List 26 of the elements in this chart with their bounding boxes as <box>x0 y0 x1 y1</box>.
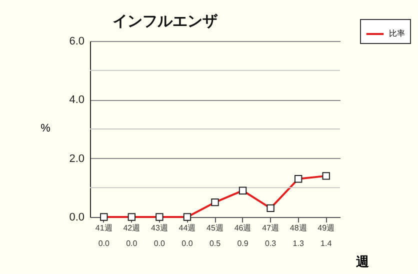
x-tick-label: 42週 <box>123 224 140 232</box>
data-label: 1.4 <box>320 239 332 248</box>
chart-title: インフルエンザ <box>112 13 218 30</box>
x-tick-label: 43週 <box>150 224 168 232</box>
x-tick-label: 46週 <box>234 224 252 232</box>
x-tick-label: 45週 <box>206 224 224 232</box>
data-label: 0.9 <box>237 239 249 248</box>
data-label: 0.0 <box>126 239 138 248</box>
x-tick-label: 41週 <box>95 224 112 232</box>
data-label: 0.3 <box>264 239 277 248</box>
x-tick-label: 49週 <box>318 224 335 232</box>
legend-label: 比率 <box>389 29 405 38</box>
x-tick-label: 47週 <box>262 224 280 232</box>
x-tick-label: 44週 <box>178 224 196 232</box>
y-tick-label: 4.0 <box>69 94 84 106</box>
y-tick-label: 2.0 <box>69 152 84 165</box>
y-tick-label: 0.0 <box>69 212 84 224</box>
x-axis-title: 週 <box>355 254 370 269</box>
data-label: 0.0 <box>154 239 166 248</box>
x-tick-label: 48週 <box>290 224 307 232</box>
data-label: 0.0 <box>98 239 110 248</box>
data-label: 0.5 <box>209 239 222 248</box>
data-label: 0.0 <box>182 239 194 248</box>
y-tick-label: 6.0 <box>69 36 84 48</box>
data-label: 1.3 <box>292 239 304 248</box>
y-axis-title: % <box>40 122 51 134</box>
